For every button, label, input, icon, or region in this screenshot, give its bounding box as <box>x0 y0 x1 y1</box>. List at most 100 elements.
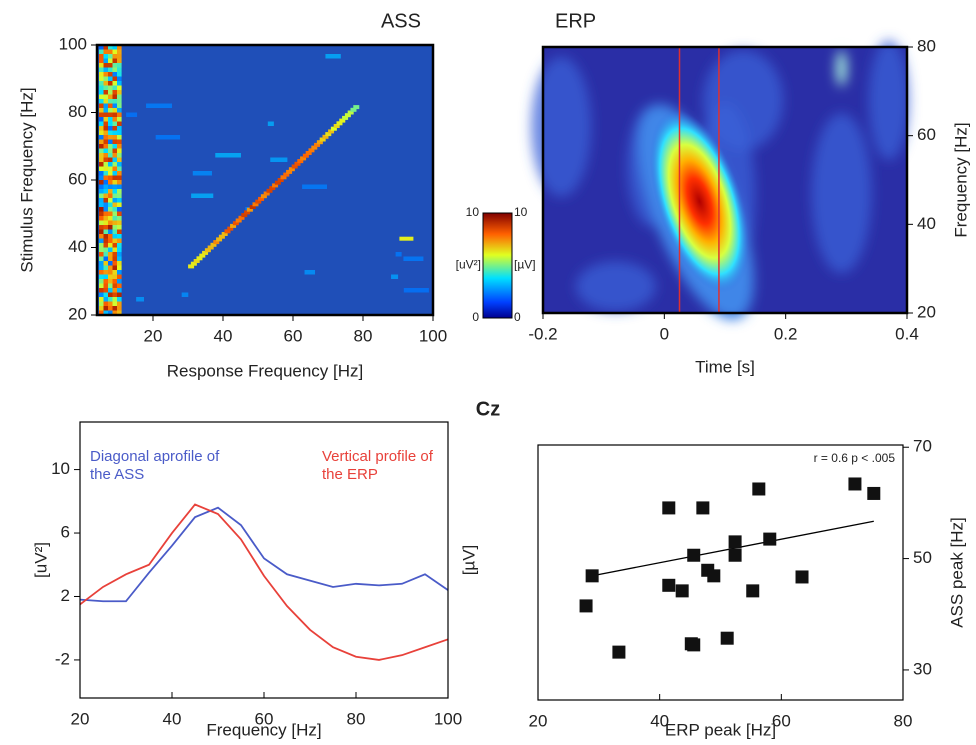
heatmap-texture <box>103 288 109 293</box>
heatmap-texture <box>103 130 109 136</box>
heatmap-texture <box>112 112 118 118</box>
plot-frame <box>541 45 909 315</box>
colorbar-tick-label: 10 <box>514 205 528 219</box>
heatmap-texture <box>215 153 241 158</box>
heatmap-texture <box>216 237 223 242</box>
heatmap-texture <box>112 283 118 289</box>
scatter-point <box>579 599 593 613</box>
heatmap-texture <box>117 225 122 230</box>
heatmap-texture <box>112 216 118 221</box>
heatmap-texture <box>108 72 113 77</box>
heatmap-texture <box>117 198 122 203</box>
heatmap-texture <box>103 112 109 118</box>
heatmap-texture <box>235 218 242 223</box>
heatmap-texture <box>146 103 172 108</box>
heatmap-texture <box>302 153 309 158</box>
scatter-point <box>585 569 599 583</box>
heatmap-texture <box>112 301 118 307</box>
heatmap-texture <box>108 234 113 239</box>
heatmap-texture <box>294 161 301 166</box>
scatter-point <box>707 569 721 583</box>
heatmap-texture <box>112 202 118 208</box>
heatmap-texture <box>210 242 217 247</box>
heatmap-texture <box>193 259 200 263</box>
heatmap-texture <box>117 180 122 185</box>
heatmap-texture <box>99 108 104 113</box>
heatmap-texture <box>339 118 346 123</box>
heatmap-texture <box>99 247 104 253</box>
heatmap-texture <box>112 94 118 100</box>
heatmap-texture <box>108 256 113 262</box>
heatmap-texture <box>112 229 118 235</box>
heatmap-texture <box>103 292 109 298</box>
scatter-point <box>696 501 710 515</box>
heatmap-texture <box>305 151 312 155</box>
heatmap-texture <box>230 223 237 228</box>
heatmap-texture <box>99 162 104 167</box>
heatmap-texture <box>99 76 104 82</box>
heatmap-texture <box>103 207 109 212</box>
heatmap-texture <box>302 184 328 189</box>
heatmap-texture <box>117 252 122 257</box>
heatmap-texture <box>112 45 118 50</box>
heatmap-texture <box>117 175 122 181</box>
heatmap-texture <box>304 270 316 275</box>
heatmap-texture <box>103 108 109 113</box>
heatmap-texture-group <box>531 40 909 320</box>
heatmap-texture <box>103 103 109 109</box>
x-tick-label: 100 <box>419 326 447 345</box>
heatmap-texture <box>112 261 118 266</box>
heatmap-texture <box>103 166 109 172</box>
heatmap-texture <box>99 252 104 257</box>
scatter-point <box>728 548 742 562</box>
heatmap-texture <box>117 112 122 118</box>
heatmap-texture <box>108 175 113 181</box>
heatmap-texture <box>811 113 872 274</box>
y-axis-label: Stimulus Frequency [Hz] <box>17 87 36 272</box>
heatmap-texture <box>117 270 122 275</box>
x-tick-label: 80 <box>354 326 373 345</box>
heatmap-texture <box>99 67 104 73</box>
heatmap-texture <box>112 288 118 293</box>
heatmap-texture <box>267 121 274 126</box>
heatmap-texture <box>244 210 251 215</box>
heatmap-texture <box>344 113 351 118</box>
heatmap-texture <box>99 288 104 293</box>
heatmap-texture <box>330 126 337 131</box>
scatter-point <box>675 584 689 598</box>
heatmap-texture <box>103 153 109 158</box>
x-tick-label: 20 <box>71 709 90 728</box>
heatmap-texture <box>103 279 109 284</box>
heatmap-texture <box>99 180 104 185</box>
heatmap-texture <box>108 184 113 190</box>
heatmap-texture <box>99 171 104 176</box>
heatmap-texture <box>103 63 109 68</box>
heatmap-texture <box>99 144 104 149</box>
heatmap-texture <box>403 256 424 261</box>
x-tick-label: 20 <box>529 711 548 730</box>
heatmap-texture <box>112 72 118 77</box>
x-tick-label: 20 <box>144 326 163 345</box>
heatmap-texture <box>117 301 122 307</box>
heatmap-texture <box>117 49 122 55</box>
heatmap-texture <box>112 180 118 185</box>
heatmap-texture <box>108 49 113 55</box>
heatmap-texture <box>347 110 354 115</box>
heatmap-texture <box>117 202 122 208</box>
heatmap-texture <box>108 279 113 284</box>
heatmap-texture <box>103 117 109 122</box>
heatmap-texture <box>112 234 118 239</box>
x-tick-label: 60 <box>255 709 274 728</box>
heatmap-texture <box>112 211 118 217</box>
x-tick-label: 40 <box>650 711 669 730</box>
heatmap-texture <box>270 157 288 162</box>
heatmap-texture <box>575 261 656 312</box>
heatmap-texture <box>99 85 104 91</box>
heatmap-texture <box>117 67 122 73</box>
heatmap-background <box>97 45 433 315</box>
scatter-point <box>848 477 862 491</box>
heatmap-texture <box>117 81 122 86</box>
heatmap-texture <box>103 247 109 253</box>
heatmap-texture <box>108 229 113 235</box>
heatmap-texture <box>99 310 104 316</box>
